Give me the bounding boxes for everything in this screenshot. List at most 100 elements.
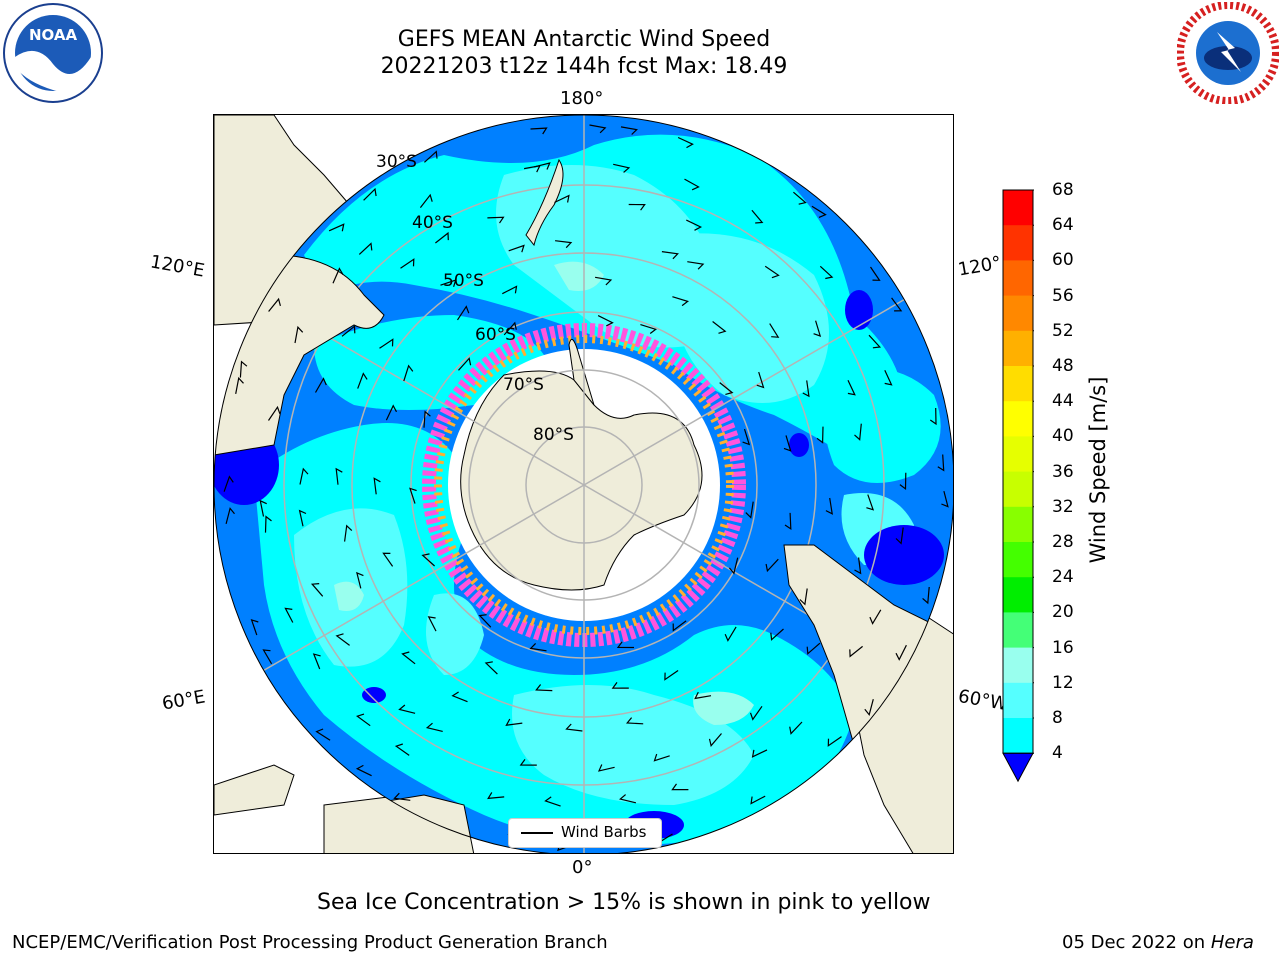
wind-barb: [751, 749, 768, 758]
wind-barb: [294, 325, 304, 344]
wind-barb: [264, 515, 272, 533]
wind-barb: [847, 380, 856, 396]
wind-barb: [653, 753, 670, 762]
wind-barb: [298, 509, 307, 527]
wind-barb: [409, 487, 417, 504]
wind-barb: [565, 723, 583, 732]
wind-barb: [869, 609, 882, 625]
legend-label: Wind Barbs: [561, 823, 647, 841]
colorbar-tick-label: 4: [1052, 743, 1063, 764]
wind-barb: [628, 203, 646, 211]
lat-label-80s: 80°S: [533, 425, 574, 445]
colorbar-tick-label: 52: [1052, 320, 1074, 341]
wind-barb: [419, 193, 433, 208]
wind-barb: [866, 494, 875, 511]
nws-logo: [1176, 1, 1280, 105]
colorbar-tick-label: 36: [1052, 461, 1074, 482]
wind-barb: [458, 357, 472, 371]
wind-barb: [423, 410, 431, 428]
footer-left: NCEP/EMC/Verification Post Processing Pr…: [12, 932, 608, 953]
lon-label-180: 180°: [560, 88, 604, 109]
svg-text:NOAA: NOAA: [29, 26, 78, 44]
colorbar-tick-label: 28: [1052, 532, 1074, 552]
wind-barb: [708, 733, 722, 747]
wind-barb: [625, 717, 644, 725]
wind-barb: [425, 722, 443, 732]
wind-barb: [235, 376, 244, 395]
wind-barb: [529, 642, 547, 652]
colorbar-segment: [1003, 718, 1033, 754]
wind-barb: [315, 728, 331, 741]
wind-barb: [373, 477, 381, 495]
wind-barb: [385, 404, 398, 421]
wind-barb: [849, 645, 863, 658]
colorbar-segment: [1003, 260, 1033, 297]
wind-barb: [864, 699, 874, 717]
lat-label-70s: 70°S: [503, 375, 544, 395]
wind-barb: [358, 242, 373, 255]
wind-barb: [421, 553, 436, 567]
wind-barb: [770, 628, 784, 641]
wind-barb: [341, 325, 356, 337]
colorbar-tick-label: 12: [1052, 672, 1074, 693]
wind-barb: [813, 320, 822, 337]
wind-barb: [640, 324, 657, 334]
wind-barb: [672, 620, 687, 632]
wind-barb: [854, 557, 862, 575]
wind-barb: [756, 371, 765, 389]
wind-barb: [423, 150, 438, 163]
wind-barb: [687, 261, 705, 270]
wind-barb: [519, 759, 537, 766]
colorbar-tick-label: 8: [1052, 708, 1063, 728]
wind-barb: [223, 475, 234, 492]
colorbar-extend-triangle: [1002, 752, 1034, 783]
wind-barb: [382, 552, 394, 567]
wind-barb: [403, 364, 414, 382]
wind-barb: [742, 428, 751, 446]
wind-barb: [620, 126, 638, 135]
wind-barb: [616, 641, 635, 649]
wind-barb: [671, 783, 689, 791]
colorbar-segment: [1003, 436, 1033, 473]
wind-barb: [535, 684, 553, 692]
wind-barb: [719, 382, 734, 395]
wind-barb: [312, 653, 321, 670]
wind-barb: [332, 267, 344, 284]
lat-label-60s: 60°S: [475, 325, 516, 345]
wind-barb: [239, 360, 248, 378]
colorbar-tick-label: 32: [1052, 496, 1074, 517]
colorbar-segment: [1003, 647, 1033, 684]
colorbar-tick-label: 44: [1052, 391, 1074, 412]
chart-title: GEFS MEAN Antarctic Wind Speed: [397, 27, 771, 52]
colorbar-segment: [1003, 682, 1033, 719]
lat-label-30s: 30°S: [376, 152, 417, 172]
wind-barb: [694, 691, 712, 700]
wind-barb: [435, 231, 449, 244]
wind-barb: [816, 426, 824, 444]
wind-barb: [379, 338, 394, 349]
wind-barb: [611, 682, 629, 689]
polar-map: [214, 115, 953, 853]
wind-barb: [530, 127, 548, 135]
wind-barb: [487, 216, 505, 224]
wind-barb: [597, 764, 615, 772]
wind-barb: [400, 258, 415, 269]
wind-barb: [427, 616, 437, 632]
wind-barb: [751, 209, 764, 224]
wind-barb: [335, 467, 343, 485]
colorbar-tick-label: 16: [1052, 637, 1074, 658]
wind-barb: [750, 795, 766, 805]
wind-barb: [684, 178, 700, 191]
lon-label-120w: 120°: [956, 252, 1003, 281]
colorbar-segment: [1003, 295, 1033, 332]
legend: Wind Barbs: [508, 818, 662, 848]
wind-barb: [555, 240, 573, 249]
wind-barb: [929, 407, 937, 426]
wind-barb: [401, 651, 416, 665]
colorbar-tick-label: 24: [1052, 567, 1074, 588]
colorbar-tick-label: 48: [1052, 356, 1074, 376]
wind-barb: [393, 792, 411, 801]
colorbar-segment: [1003, 366, 1033, 402]
colorbar: [1002, 188, 1038, 783]
sea-ice-note: Sea Ice Concentration > 15% is shown in …: [317, 890, 931, 915]
